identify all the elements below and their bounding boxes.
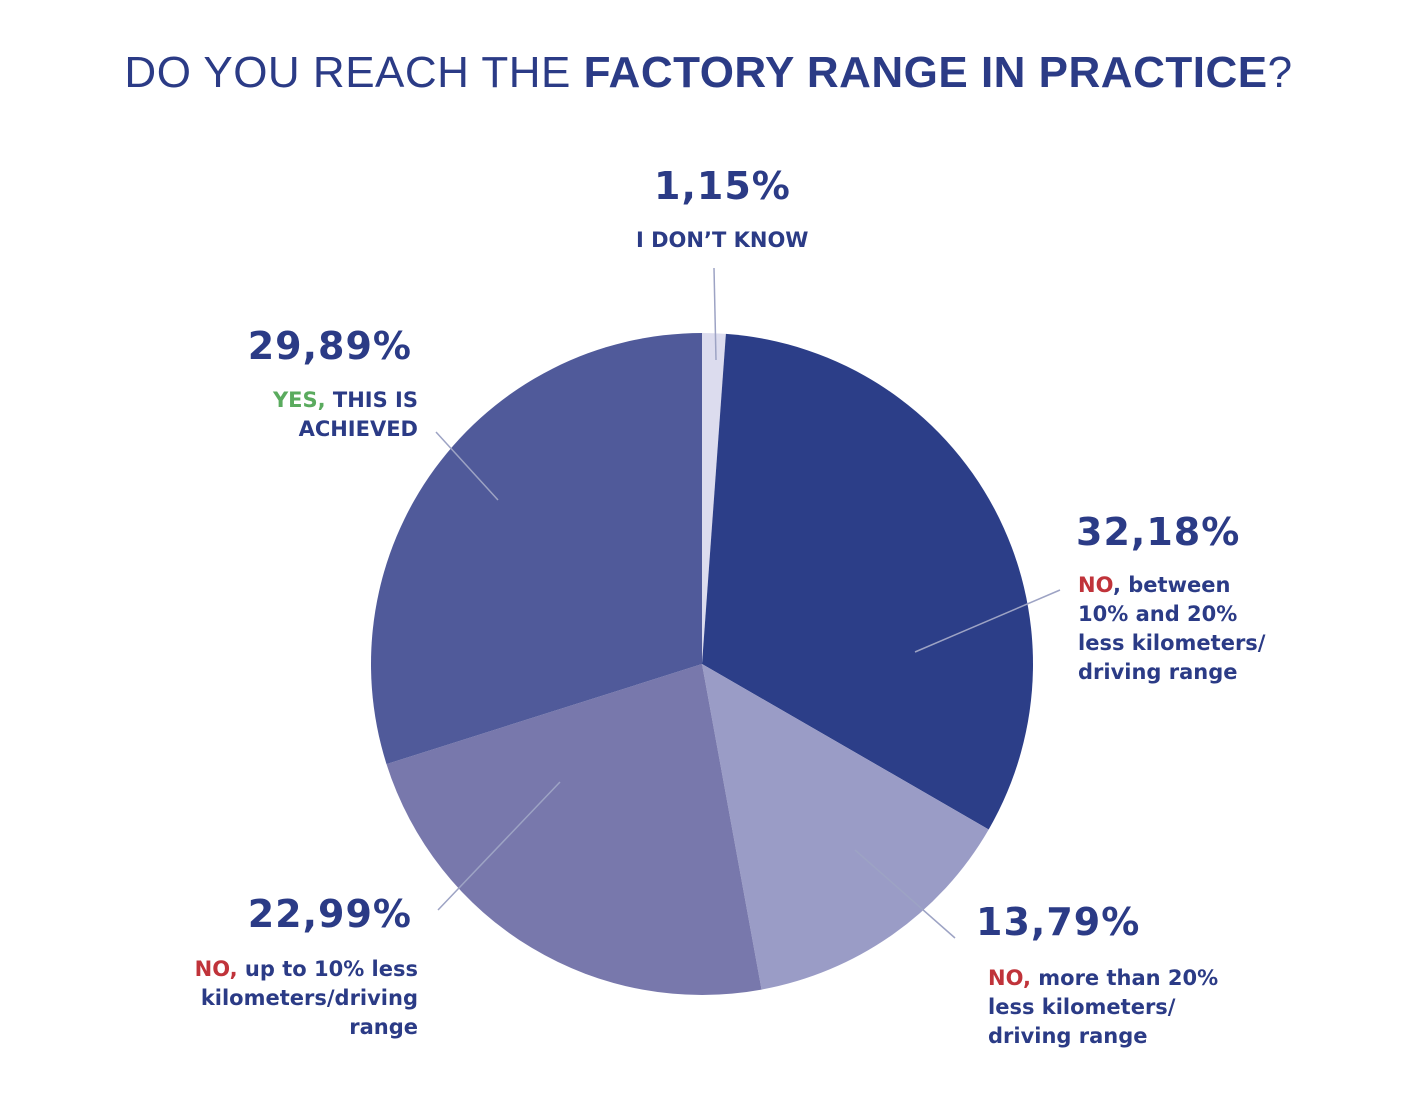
label-lead: NO: [1078, 573, 1113, 597]
pct-13: 13,79%: [976, 900, 1141, 944]
pct-22: 22,99%: [247, 892, 412, 936]
pie-slice: [702, 333, 726, 664]
label-lead: NO,: [988, 966, 1031, 990]
pie-slices: [370, 333, 1033, 995]
label-lead: NO,: [194, 957, 238, 981]
pct-yes: 29,89%: [247, 324, 412, 368]
label-text: more than 20% less kilometers/ driving r…: [988, 966, 1219, 1048]
pie-slice: [386, 664, 762, 995]
pie-slice: [702, 664, 989, 990]
leader-line-22: [437, 781, 561, 911]
pie-slice: [702, 333, 1033, 830]
leader-line-dont-know: [713, 267, 717, 361]
label-text: up to 10% less kilometers/driving range: [200, 957, 418, 1039]
pct-32: 32,18%: [1076, 510, 1241, 554]
title-light: DO YOU REACH THE: [124, 48, 584, 97]
leader-lines: [435, 267, 1061, 939]
label-yes: YES, THIS IS ACHIEVED: [200, 386, 418, 444]
label-22: NO, up to 10% less kilometers/driving ra…: [180, 955, 418, 1042]
title-bold: FACTORY RANGE IN PRACTICE: [583, 48, 1268, 97]
pie-slice: [370, 333, 702, 765]
leader-line-13: [854, 849, 956, 939]
label-dont-know: I DON’T KNOW: [636, 226, 808, 255]
label-32: NO, between 10% and 20% less kilometers/…: [1078, 571, 1278, 687]
label-13: NO, more than 20% less kilometers/ drivi…: [988, 964, 1238, 1051]
label-text: THIS IS ACHIEVED: [298, 388, 418, 441]
label-lead: YES,: [272, 388, 326, 412]
label-text: , between 10% and 20% less kilometers/ d…: [1078, 573, 1266, 684]
label-text: I DON’T KNOW: [636, 228, 809, 252]
leader-line-32: [914, 589, 1061, 653]
pct-dont-know: 1,15%: [654, 164, 791, 208]
chart-title: DO YOU REACH THE FACTORY RANGE IN PRACTI…: [0, 48, 1417, 98]
leader-line-29: [435, 431, 499, 501]
title-end: ?: [1267, 48, 1293, 97]
